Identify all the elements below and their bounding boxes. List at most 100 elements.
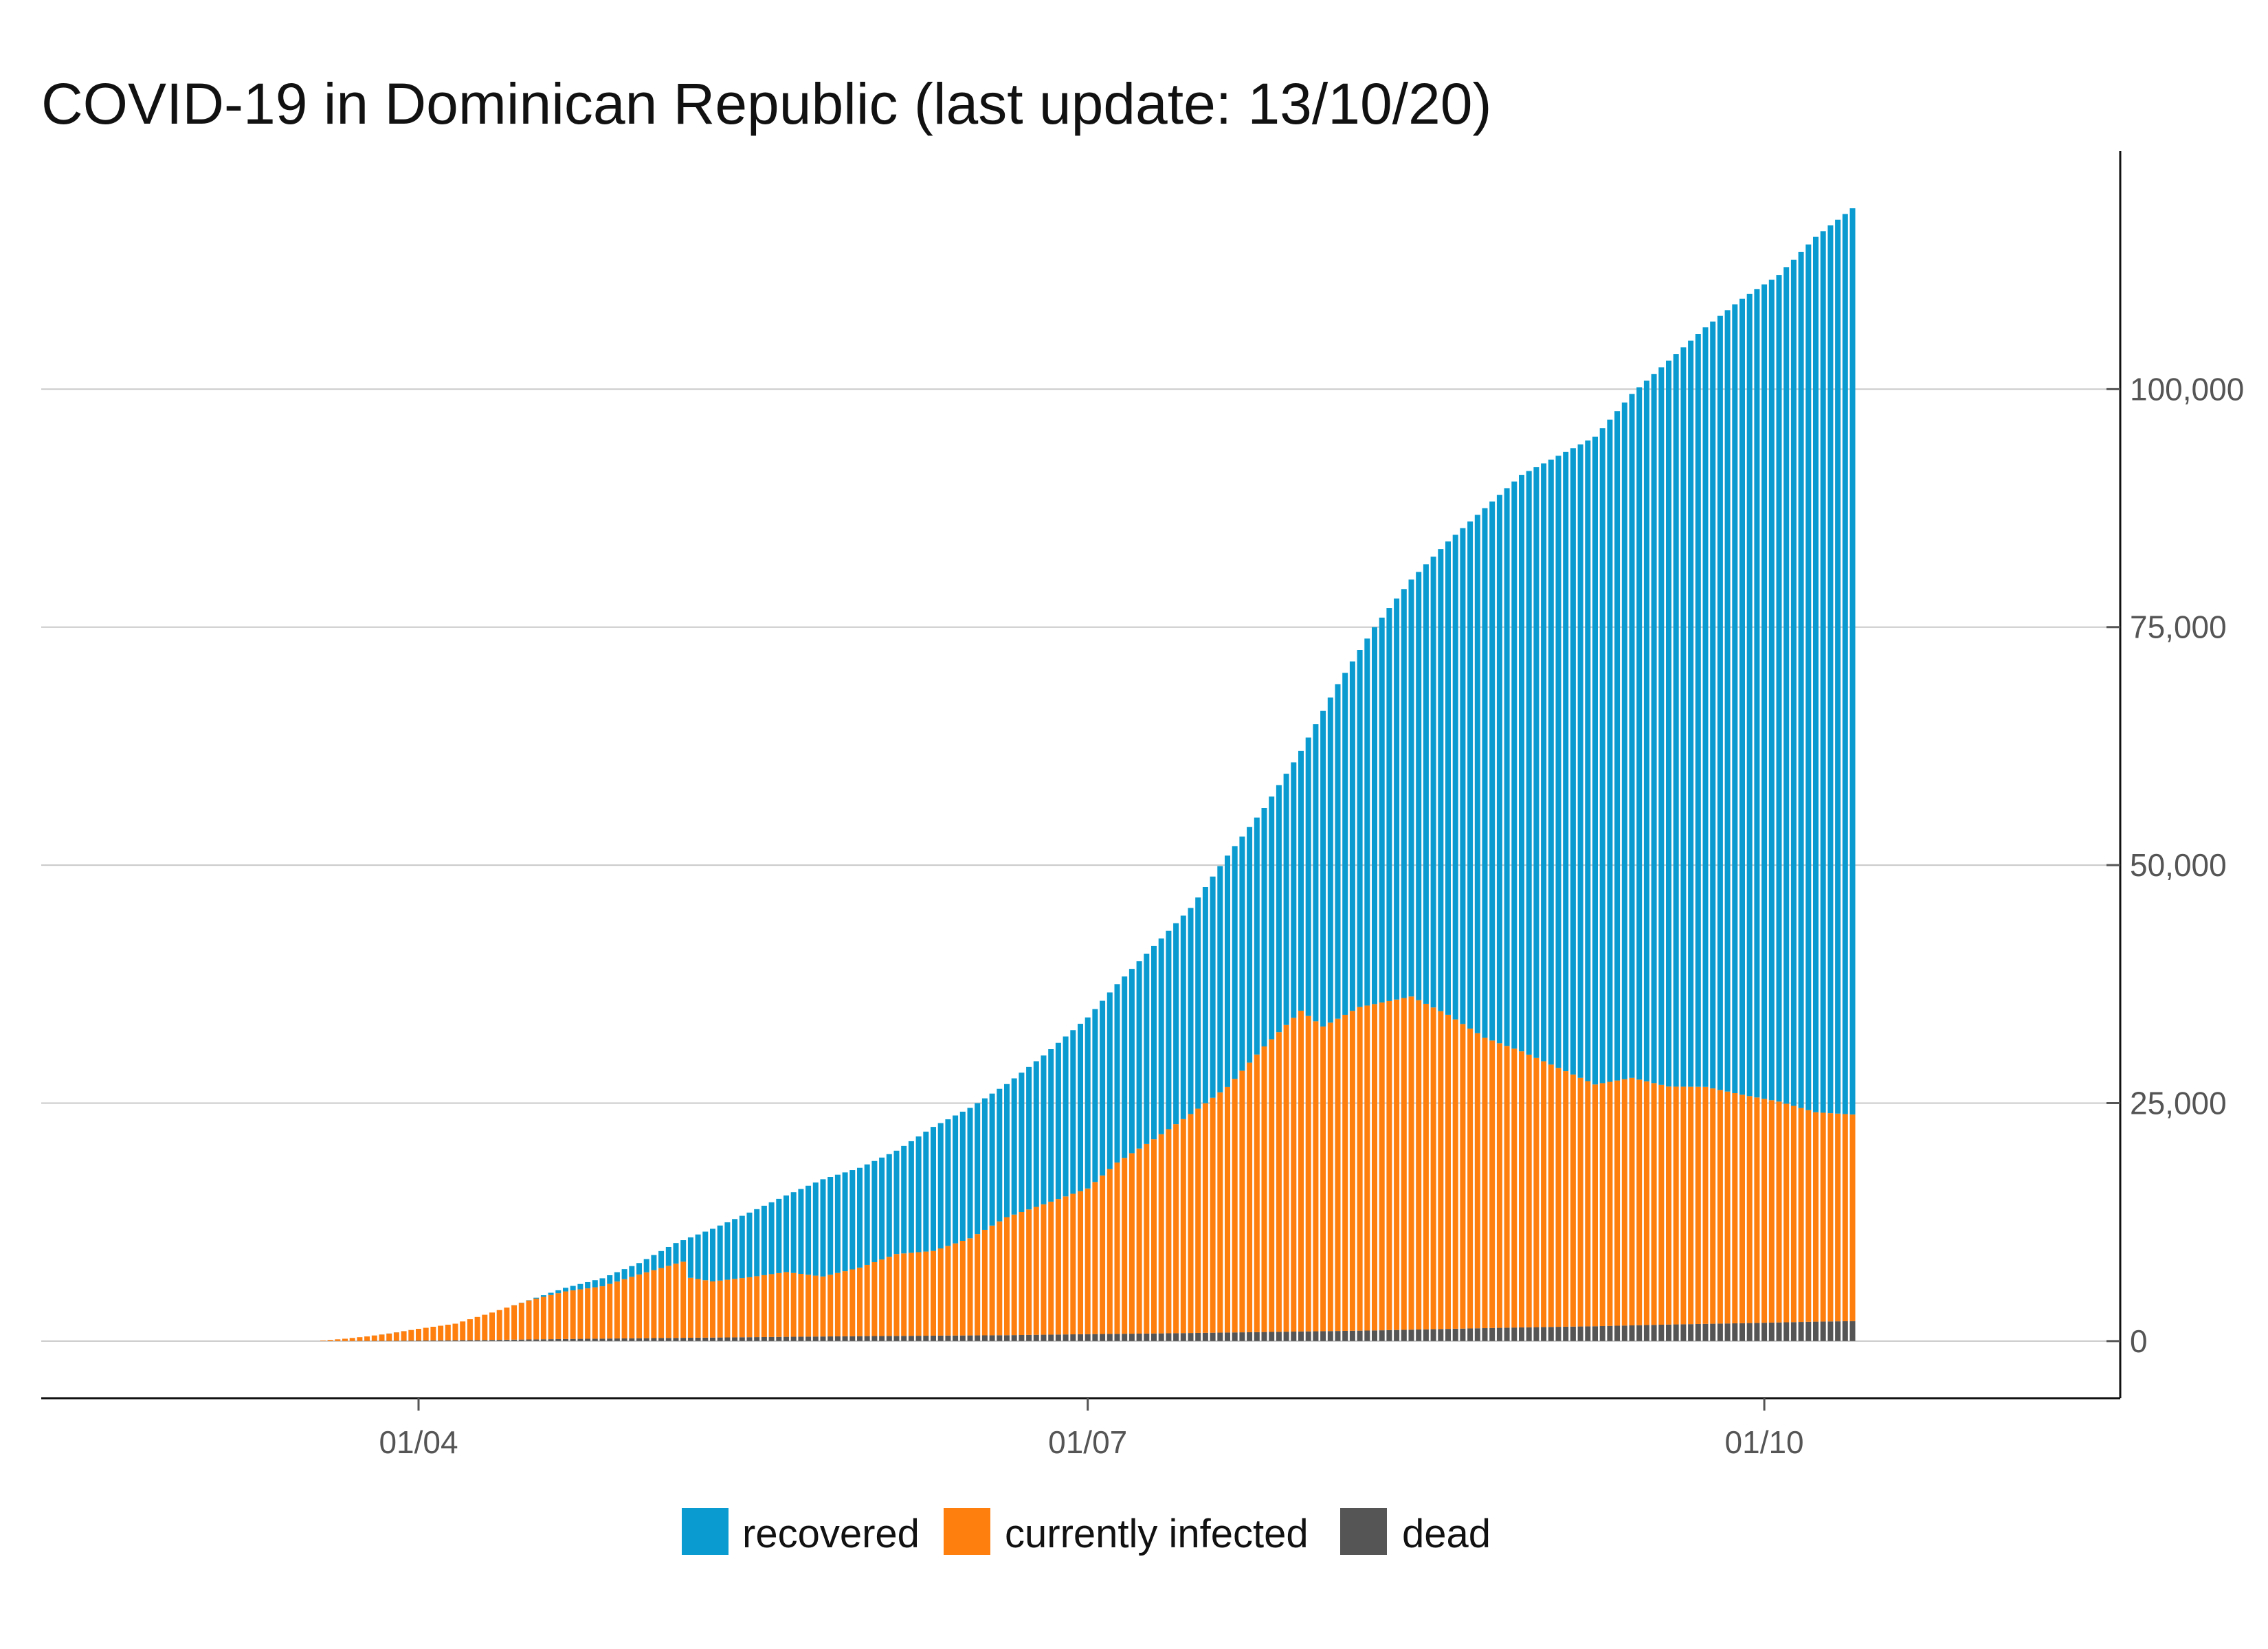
bar-currently-infected — [790, 1272, 797, 1337]
bar-recovered — [1732, 304, 1738, 1094]
legend-swatch-currently-infected — [944, 1508, 990, 1555]
bar-recovered — [577, 1283, 583, 1290]
bar-dead — [953, 1335, 959, 1341]
bar-dead — [1151, 1333, 1157, 1341]
bar-recovered — [871, 1160, 878, 1263]
bar-currently-infected — [937, 1248, 944, 1336]
bar-dead — [1746, 1323, 1753, 1341]
bar-currently-infected — [1702, 1086, 1709, 1324]
bar-dead — [1835, 1321, 1841, 1341]
bar-currently-infected — [357, 1337, 363, 1341]
bar-dead — [989, 1335, 995, 1341]
bar-recovered — [945, 1119, 951, 1246]
bar-recovered — [1776, 275, 1782, 1102]
bar-dead — [1386, 1330, 1392, 1341]
bar-dead — [393, 1340, 399, 1341]
bar-currently-infected — [1349, 1011, 1355, 1331]
bar-recovered — [931, 1127, 936, 1251]
bar-dead — [1327, 1331, 1333, 1341]
bar-recovered — [658, 1250, 665, 1268]
bar-currently-infected — [1136, 1148, 1142, 1334]
bar-dead — [1467, 1328, 1474, 1341]
legend-swatch-dead — [1340, 1508, 1387, 1555]
bar-currently-infected — [393, 1332, 399, 1341]
bar-recovered — [1688, 340, 1694, 1087]
bar-recovered — [1768, 280, 1775, 1101]
bar-recovered — [710, 1229, 715, 1281]
bar-currently-infected — [687, 1277, 693, 1338]
bar-dead — [827, 1336, 834, 1341]
bar-dead — [945, 1335, 951, 1341]
bar-dead — [1416, 1330, 1422, 1341]
bar-currently-infected — [1489, 1040, 1496, 1328]
bar-recovered — [724, 1222, 731, 1280]
bar-recovered — [1305, 737, 1311, 1016]
bar-recovered — [1555, 456, 1561, 1068]
legend-label-currently-infected: currently infected — [1005, 1512, 1309, 1556]
bar-currently-infected — [408, 1330, 414, 1341]
bar-currently-infected — [342, 1338, 348, 1341]
bar-currently-infected — [1724, 1091, 1731, 1324]
bar-dead — [673, 1338, 679, 1341]
bar-currently-infected — [1629, 1077, 1635, 1326]
bar-currently-infected — [1680, 1086, 1687, 1325]
bar-recovered — [1504, 488, 1510, 1046]
bar-recovered — [1225, 855, 1230, 1087]
bar-dead — [886, 1336, 892, 1341]
bar-currently-infected — [1158, 1134, 1164, 1334]
bar-currently-infected — [1732, 1093, 1738, 1324]
bar-currently-infected — [1768, 1100, 1775, 1323]
bar-dead — [555, 1338, 562, 1341]
bar-recovered — [1592, 436, 1598, 1085]
bar-currently-infected — [1849, 1114, 1856, 1321]
bar-dead — [857, 1336, 863, 1341]
bar-currently-infected — [931, 1250, 936, 1336]
bar-recovered — [1401, 589, 1407, 998]
bar-recovered — [614, 1272, 620, 1282]
bar-currently-infected — [1092, 1182, 1098, 1334]
bar-currently-infected — [1048, 1201, 1054, 1335]
bar-currently-infected — [1805, 1110, 1812, 1322]
bar-dead — [834, 1336, 841, 1341]
bar-dead — [658, 1338, 665, 1341]
bar-recovered — [607, 1275, 613, 1284]
bar-recovered — [1122, 976, 1128, 1158]
bar-dead — [1254, 1332, 1260, 1341]
bar-dead — [1776, 1322, 1782, 1341]
bar-recovered — [805, 1185, 812, 1275]
bar-dead — [1695, 1323, 1701, 1341]
bar-recovered — [621, 1269, 627, 1279]
bar-dead — [1004, 1335, 1010, 1341]
bar-dead — [1813, 1321, 1819, 1341]
bar-recovered — [555, 1290, 562, 1294]
bar-currently-infected — [1394, 999, 1400, 1330]
bar-recovered — [1724, 310, 1731, 1092]
bar-dead — [1063, 1334, 1069, 1341]
bar-dead — [1129, 1334, 1135, 1341]
bar-dead — [1173, 1333, 1179, 1341]
bar-recovered — [1570, 448, 1576, 1075]
bar-currently-infected — [702, 1280, 709, 1338]
y-tick-label: 0 — [2130, 1323, 2148, 1359]
bar-recovered — [1489, 501, 1496, 1041]
bar-dead — [1452, 1328, 1458, 1341]
bar-currently-infected — [1460, 1024, 1466, 1329]
bar-dead — [1070, 1334, 1076, 1341]
bar-recovered — [702, 1231, 709, 1281]
bar-recovered — [1217, 866, 1223, 1092]
bar-dead — [1702, 1323, 1709, 1341]
bar-currently-infected — [1592, 1084, 1598, 1327]
bar-recovered — [1283, 774, 1289, 1025]
bar-currently-infected — [1144, 1143, 1150, 1334]
bar-currently-infected — [379, 1334, 385, 1341]
bar-recovered — [717, 1225, 723, 1281]
bar-dead — [1526, 1327, 1532, 1341]
bar-currently-infected — [540, 1297, 546, 1340]
bar-currently-infected — [1210, 1097, 1216, 1333]
bar-dead — [1732, 1323, 1738, 1341]
bar-dead — [931, 1335, 936, 1341]
bar-recovered — [1541, 463, 1547, 1062]
bar-recovered — [1607, 419, 1613, 1082]
bar-currently-infected — [776, 1272, 782, 1337]
bar-recovered — [1577, 444, 1583, 1078]
